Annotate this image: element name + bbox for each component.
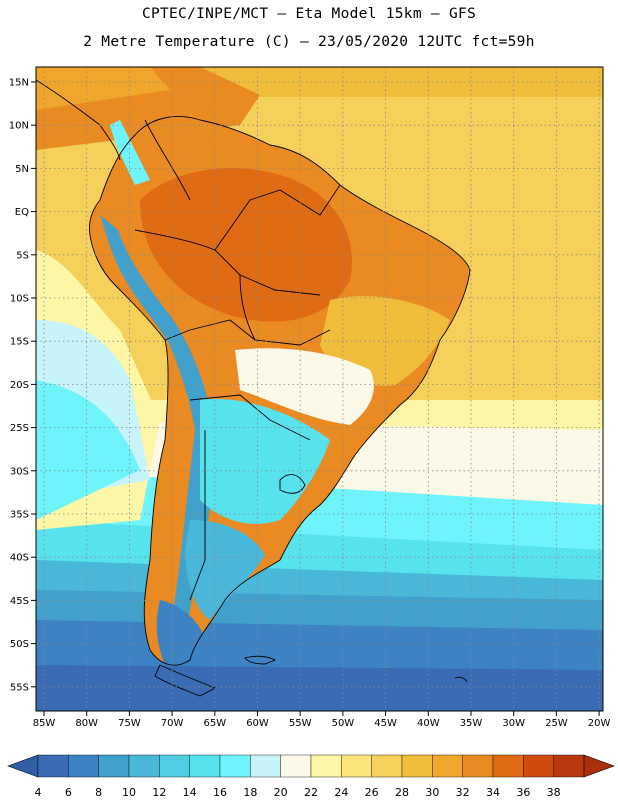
lon-label: 65W bbox=[203, 718, 226, 729]
lat-label: EQ bbox=[15, 207, 29, 218]
colorbar-label: 6 bbox=[65, 786, 72, 799]
lat-label: 30S bbox=[10, 466, 29, 477]
colorbar-label: 34 bbox=[486, 786, 500, 799]
colorbar-segment bbox=[401, 754, 433, 778]
colorbar-label: 26 bbox=[365, 786, 379, 799]
colorbar-segment bbox=[371, 754, 403, 778]
colorbar-label: 38 bbox=[547, 786, 561, 799]
lon-label: 30W bbox=[502, 718, 525, 729]
colorbar-segment bbox=[98, 754, 130, 778]
colorbar-label: 18 bbox=[243, 786, 257, 799]
colorbar-label: 12 bbox=[152, 786, 166, 799]
colorbar-label: 16 bbox=[213, 786, 227, 799]
map-frame bbox=[35, 66, 604, 712]
colorbar-segment bbox=[219, 754, 251, 778]
lon-label: 60W bbox=[246, 718, 269, 729]
colorbar-label: 8 bbox=[95, 786, 102, 799]
lat-label: 20S bbox=[10, 380, 29, 391]
colorbar-segment bbox=[523, 754, 554, 778]
colorbar-segment bbox=[37, 754, 69, 778]
colorbar-segment bbox=[492, 754, 524, 778]
lon-label: 45W bbox=[374, 718, 397, 729]
lat-label: 45S bbox=[10, 596, 29, 607]
lon-label: 70W bbox=[161, 718, 184, 729]
lon-label: 80W bbox=[75, 718, 98, 729]
colorbar-segment bbox=[159, 754, 190, 778]
colorbar: 4 6 8 10 12 14 16 18 20 22 24 26 28 30 32 34 36 38 bbox=[7, 754, 615, 799]
title-line-2: 2 Metre Temperature (C) – 23/05/2020 12U… bbox=[83, 34, 535, 50]
colorbar-segment bbox=[250, 754, 281, 778]
lon-label: 35W bbox=[460, 718, 483, 729]
colorbar-label: 36 bbox=[516, 786, 530, 799]
colorbar-label: 4 bbox=[35, 786, 42, 799]
colorbar-segment bbox=[189, 754, 221, 778]
lat-label: 55S bbox=[10, 682, 29, 693]
lat-label: 15N bbox=[9, 78, 29, 89]
colorbar-segment bbox=[432, 754, 463, 778]
colorbar-segment bbox=[128, 754, 160, 778]
lat-label: 15S bbox=[10, 337, 29, 348]
colorbar-segment bbox=[553, 754, 585, 778]
lon-label: 55W bbox=[289, 718, 312, 729]
latitude-labels: 15N 10N 5N EQ 5S 10S 15S 20S 25S 30S 35S 40S 45S 50S 5… bbox=[9, 78, 36, 693]
colorbar-label: 14 bbox=[183, 786, 197, 799]
lat-label: 10N bbox=[9, 121, 29, 132]
colorbar-label: 30 bbox=[425, 786, 439, 799]
lat-label: 40S bbox=[10, 553, 29, 564]
colorbar-segment bbox=[462, 754, 494, 778]
lon-label: 25W bbox=[545, 718, 568, 729]
lon-label: 50W bbox=[332, 718, 355, 729]
colorbar-segment bbox=[341, 754, 372, 778]
colorbar-high-arrow bbox=[583, 754, 615, 778]
lat-label: 5S bbox=[16, 250, 29, 261]
lon-label: 75W bbox=[118, 718, 141, 729]
colorbar-label: 22 bbox=[304, 786, 318, 799]
colorbar-label: 32 bbox=[456, 786, 470, 799]
colorbar-low-arrow bbox=[7, 754, 39, 778]
lat-label: 10S bbox=[10, 294, 29, 305]
lat-label: 5N bbox=[15, 164, 29, 175]
lon-label: 20W bbox=[588, 718, 611, 729]
colorbar-label: 24 bbox=[334, 786, 348, 799]
colorbar-segment bbox=[68, 754, 99, 778]
lat-label: 25S bbox=[10, 423, 29, 434]
lon-label: 40W bbox=[417, 718, 440, 729]
lat-lon-grid bbox=[36, 67, 603, 711]
lat-label: 35S bbox=[10, 510, 29, 521]
colorbar-label: 20 bbox=[274, 786, 288, 799]
lon-label: 85W bbox=[33, 718, 56, 729]
colorbar-label: 28 bbox=[395, 786, 409, 799]
title-line-1: CPTEC/INPE/MCT – Eta Model 15km – GFS bbox=[141, 6, 477, 22]
lat-label: 50S bbox=[10, 639, 29, 650]
longitude-labels: 85W 80W 75W 70W 65W 60W 55W 50W 45W 40W 35W 30W 25W 2… bbox=[33, 711, 611, 729]
colorbar-segment bbox=[280, 754, 312, 778]
colorbar-label: 10 bbox=[122, 786, 136, 799]
temperature-field bbox=[36, 67, 603, 711]
colorbar-segment bbox=[310, 754, 342, 778]
